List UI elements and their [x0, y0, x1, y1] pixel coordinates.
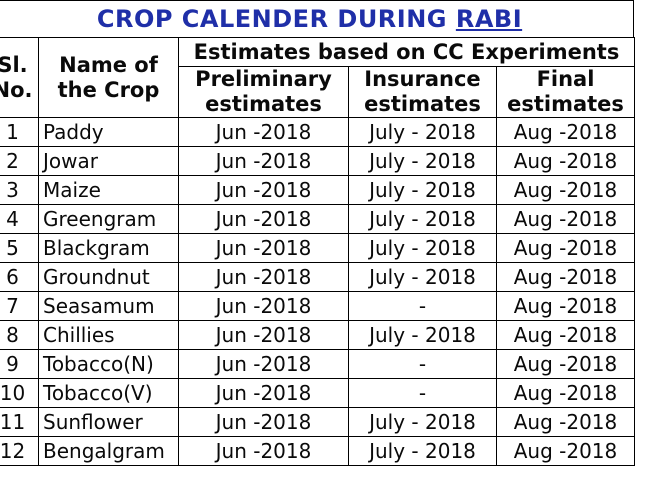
header-name-line1: Name of — [59, 52, 158, 77]
preliminary-cell: Jun -2018 — [178, 349, 349, 379]
header-final-line1: Final — [536, 67, 595, 92]
title-season: RABI — [455, 5, 523, 33]
preliminary-cell: Jun -2018 — [178, 436, 349, 466]
final-cell: Aug -2018 — [495, 175, 636, 205]
final-cell: Aug -2018 — [495, 146, 636, 176]
sl-cell: 2 — [0, 146, 39, 176]
crop-name-cell: Tobacco(V) — [38, 378, 179, 408]
header-preliminary: Preliminary estimates — [178, 66, 349, 118]
title-main: CROP CALENDER DURING — [96, 5, 456, 33]
crop-name-cell: Jowar — [38, 146, 179, 176]
table-row: 4 Greengram Jun -2018 July - 2018 Aug -2018 — [0, 204, 636, 234]
header-crop-name: Name of the Crop — [38, 37, 179, 118]
sl-cell: 7 — [0, 291, 39, 321]
preliminary-cell: Jun -2018 — [178, 378, 349, 408]
header-sl-line2: No. — [0, 77, 33, 102]
table-row: 6 Groundnut Jun -2018 July - 2018 Aug -2018 — [0, 262, 636, 292]
crop-name-cell: Sunflower — [38, 407, 179, 437]
sl-cell: 9 — [0, 349, 39, 379]
sl-cell: 10 — [0, 378, 39, 408]
table-row: 5 Blackgram Jun -2018 July - 2018 Aug -2018 — [0, 233, 636, 263]
crop-name-cell: Seasamum — [38, 291, 179, 321]
header-name-line2: the Crop — [57, 77, 160, 102]
final-cell: Aug -2018 — [495, 378, 636, 408]
crop-name-cell: Blackgram — [38, 233, 179, 263]
final-cell: Aug -2018 — [495, 291, 636, 321]
sl-cell: 6 — [0, 262, 39, 292]
sl-cell: 8 — [0, 320, 39, 350]
crop-name-cell: Maize — [38, 175, 179, 205]
sl-cell: 12 — [0, 436, 39, 466]
final-cell: Aug -2018 — [495, 349, 636, 379]
final-cell: Aug -2018 — [495, 117, 636, 147]
crop-calendar-table: Sl. No. Name of the Crop Estimates based… — [0, 37, 636, 466]
sl-cell: 3 — [0, 175, 39, 205]
table-row: 11 Sunflower Jun -2018 July - 2018 Aug -2018 — [0, 407, 636, 437]
sl-cell: 4 — [0, 204, 39, 234]
header-final: Final estimates — [495, 66, 636, 118]
header-prelim-line1: Preliminary — [195, 67, 332, 92]
preliminary-cell: Jun -2018 — [178, 204, 349, 234]
preliminary-cell: Jun -2018 — [178, 233, 349, 263]
header-insurance-line2: estimates — [364, 92, 481, 116]
table-row: 8 Chillies Jun -2018 July - 2018 Aug -2018 — [0, 320, 636, 350]
crop-name-cell: Groundnut — [38, 262, 179, 292]
table-row: 12 Bengalgram Jun -2018 July - 2018 Aug -201… — [0, 436, 636, 466]
final-cell: Aug -2018 — [495, 407, 636, 437]
table-row: 3 Maize Jun -2018 July - 2018 Aug -2018 — [0, 175, 636, 205]
header-sl-line1: Sl. — [0, 52, 28, 77]
crop-name-cell: Tobacco(N) — [38, 349, 179, 379]
insurance-cell: - — [348, 378, 497, 408]
insurance-cell: July - 2018 — [348, 233, 497, 263]
final-cell: Aug -2018 — [495, 262, 636, 292]
preliminary-cell: Jun -2018 — [178, 146, 349, 176]
final-cell: Aug -2018 — [495, 320, 636, 350]
crop-calendar-sheet: CROP CALENDER DURING RABI Sl. No. Name o… — [0, 0, 636, 466]
insurance-cell: July - 2018 — [348, 320, 497, 350]
preliminary-cell: Jun -2018 — [178, 175, 349, 205]
preliminary-cell: Jun -2018 — [178, 407, 349, 437]
preliminary-cell: Jun -2018 — [178, 291, 349, 321]
header-insurance: Insurance estimates — [348, 66, 497, 118]
crop-name-cell: Paddy — [38, 117, 179, 147]
table-body: 1 Paddy Jun -2018 July - 2018 Aug -2018 2 Jowa… — [0, 117, 636, 466]
header-insurance-line1: Insurance — [364, 67, 481, 92]
insurance-cell: - — [348, 349, 497, 379]
crop-name-cell: Bengalgram — [38, 436, 179, 466]
preliminary-cell: Jun -2018 — [178, 262, 349, 292]
final-cell: Aug -2018 — [495, 233, 636, 263]
crop-name-cell: Greengram — [38, 204, 179, 234]
sl-cell: 1 — [0, 117, 39, 147]
table-row: 2 Jowar Jun -2018 July - 2018 Aug -2018 — [0, 146, 636, 176]
header-sl-no: Sl. No. — [0, 37, 39, 118]
insurance-cell: July - 2018 — [348, 204, 497, 234]
final-cell: Aug -2018 — [495, 204, 636, 234]
preliminary-cell: Jun -2018 — [178, 320, 349, 350]
page-title: CROP CALENDER DURING RABI — [0, 0, 634, 37]
table-row: 10 Tobacco(V) Jun -2018- Aug -2018 — [0, 378, 636, 408]
insurance-cell: July - 2018 — [348, 175, 497, 205]
sl-cell: 5 — [0, 233, 39, 263]
insurance-cell: July - 2018 — [348, 146, 497, 176]
header-estimates-group: Estimates based on CC Experiments — [177, 37, 636, 67]
table-row: 9 Tobacco(N) Jun -2018- Aug -2018 — [0, 349, 636, 379]
insurance-cell: - — [348, 291, 497, 321]
table-row: 1 Paddy Jun -2018 July - 2018 Aug -2018 — [0, 117, 636, 147]
preliminary-cell: Jun -2018 — [178, 117, 349, 147]
table-row: 7 Seasamum Jun -2018- Aug -2018 — [0, 291, 636, 321]
final-cell: Aug -2018 — [495, 436, 636, 466]
crop-name-cell: Chillies — [38, 320, 179, 350]
header-final-line2: estimates — [507, 92, 624, 116]
insurance-cell: July - 2018 — [348, 436, 497, 466]
header-prelim-line2: estimates — [205, 92, 322, 116]
insurance-cell: July - 2018 — [348, 262, 497, 292]
insurance-cell: July - 2018 — [348, 117, 497, 147]
sl-cell: 11 — [0, 407, 39, 437]
insurance-cell: July - 2018 — [348, 407, 497, 437]
